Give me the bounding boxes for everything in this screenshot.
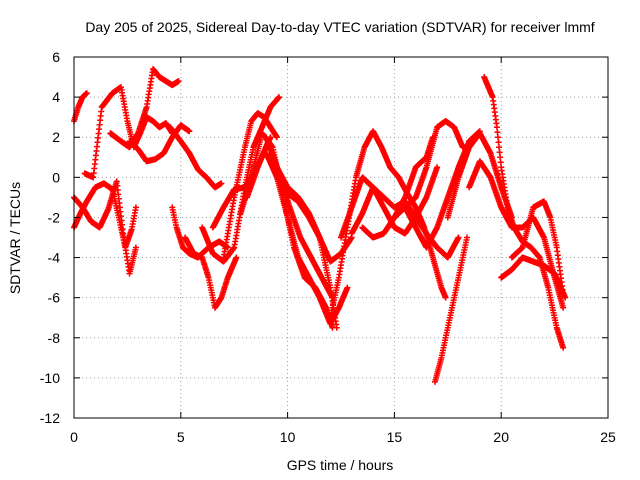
- x-tick-label: 10: [280, 429, 296, 445]
- data-point: [442, 294, 449, 301]
- series-track-1: [71, 180, 139, 251]
- data-point: [132, 204, 139, 211]
- x-tick-label: 15: [387, 429, 403, 445]
- x-tick-label: 5: [177, 429, 185, 445]
- y-tick-label: 4: [52, 89, 60, 105]
- y-tick-label: -8: [48, 330, 61, 346]
- y-tick-label: -2: [48, 209, 61, 225]
- x-tick-label: 20: [493, 429, 509, 445]
- data-point: [83, 90, 90, 97]
- y-tick-label: 0: [52, 169, 60, 185]
- series-track-11: [220, 110, 280, 261]
- series-track-2: [71, 90, 90, 125]
- data-point: [233, 254, 240, 261]
- chart-title: Day 205 of 2025, Sidereal Day-to-day VTE…: [85, 19, 594, 35]
- y-tick-label: 6: [52, 49, 60, 65]
- data-point: [186, 128, 193, 135]
- data-point: [273, 134, 280, 141]
- series-track-16: [263, 134, 355, 265]
- series-track-6: [126, 122, 193, 165]
- grid: [74, 57, 608, 418]
- x-tick-label: 25: [600, 429, 616, 445]
- data-point: [276, 94, 283, 101]
- data-point: [175, 78, 182, 85]
- y-tick-label: -12: [40, 410, 60, 426]
- data-points: [71, 66, 569, 385]
- y-tick-label: -4: [48, 250, 61, 266]
- series-track-5: [107, 66, 182, 151]
- series-track-4: [81, 84, 176, 181]
- series-track-9: [182, 234, 240, 311]
- series-track-26: [481, 74, 567, 351]
- data-point: [344, 284, 351, 291]
- series-track-3: [71, 178, 139, 277]
- x-axis-label: GPS time / hours: [287, 457, 394, 473]
- y-tick-label: -10: [40, 370, 60, 386]
- data-point: [333, 324, 340, 331]
- series-track-7: [167, 124, 225, 191]
- x-tick-label: 0: [70, 429, 78, 445]
- data-point: [132, 244, 139, 251]
- data-point: [218, 180, 225, 187]
- y-axis-label: SDTVAR / TECUs: [7, 182, 23, 294]
- y-tick-label: -6: [48, 290, 61, 306]
- series-track-15: [263, 150, 351, 327]
- y-tick-label: 2: [52, 129, 60, 145]
